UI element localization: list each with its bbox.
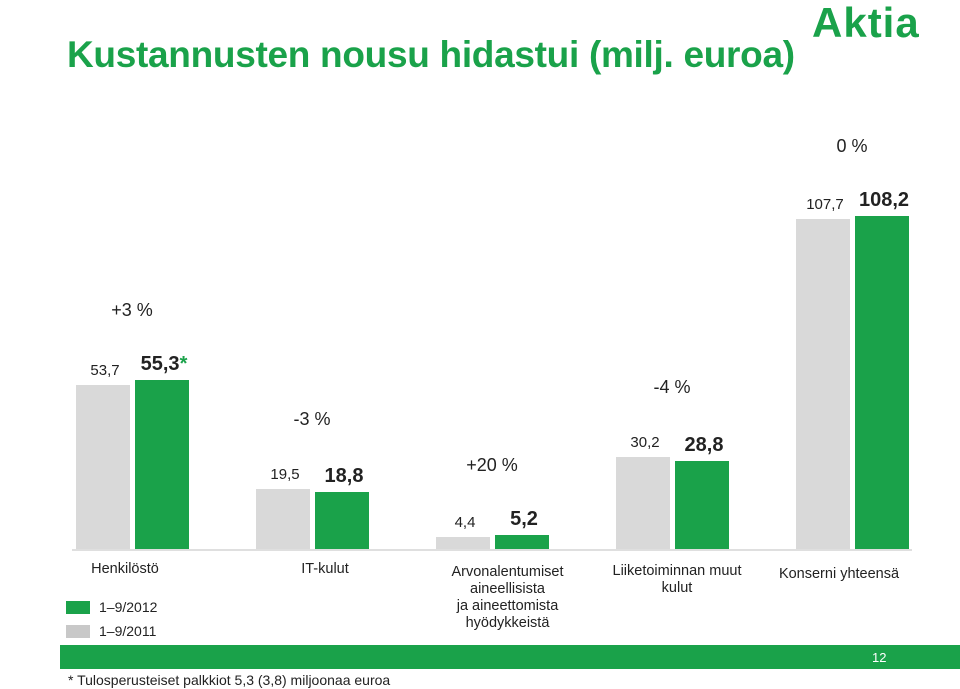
value-label-2012-1: 18,8	[325, 465, 364, 487]
footnote: * Tulosperusteiset palkkiot 5,3 (3,8) mi…	[68, 672, 391, 688]
bar-2012-2	[495, 535, 549, 549]
legend-label-2012: 1–9/2012	[99, 599, 158, 615]
category-label-henkilosto: Henkilöstö	[91, 561, 159, 577]
legend-item-2012: 1–9/2012	[66, 599, 157, 615]
page-title: Kustannusten nousu hidastui (milj. euroa…	[67, 34, 795, 75]
category-label-arvonalentumiset: Arvonalentumiset aineellisista ja aineet…	[451, 564, 564, 631]
bar-2012-4	[855, 216, 909, 549]
category-label-konserni-yhteensa: Konserni yhteensä	[778, 566, 900, 582]
change-label-3: -4 %	[653, 377, 690, 397]
change-label-4: 0 %	[836, 136, 867, 156]
bar-2011-1	[256, 489, 310, 549]
bar-2011-0	[76, 385, 130, 549]
bar-2012-0	[135, 380, 189, 549]
value-label-2012-0: 55,3*	[141, 353, 188, 375]
value-label-2012-4: 108,2	[859, 189, 909, 211]
value-label-2011-2: 4,4	[455, 514, 476, 531]
page-number: 12	[872, 650, 887, 665]
value-label-2012-3: 28,8	[685, 434, 724, 456]
bar-2012-1	[315, 492, 369, 549]
bar-2012-3	[675, 461, 729, 549]
footer-bar	[60, 645, 960, 669]
value-label-2011-1: 19,5	[270, 466, 299, 483]
value-label-2012-2: 5,2	[510, 508, 538, 530]
value-label-2011-0: 53,7	[90, 362, 119, 379]
legend-swatch-2012	[66, 600, 90, 614]
legend-item-2011: 1–9/2011	[66, 623, 156, 639]
change-label-1: -3 %	[293, 409, 330, 429]
aktia-logo: Aktia	[812, 0, 920, 46]
bar-2011-2	[436, 537, 490, 549]
category-label-it-kulut: IT-kulut	[301, 561, 349, 577]
value-label-2011-4: 107,7	[806, 196, 844, 213]
legend-swatch-2011	[66, 624, 90, 638]
legend-label-2011: 1–9/2011	[99, 623, 157, 639]
change-label-0: +3 %	[111, 300, 153, 320]
change-label-2: +20 %	[466, 455, 518, 475]
bar-2011-3	[616, 457, 670, 549]
category-label-liiketoiminnan-muut-kulut: Liiketoiminnan muut kulut	[612, 563, 742, 596]
bar-2011-4	[796, 219, 850, 549]
value-label-2011-3: 30,2	[630, 434, 659, 451]
